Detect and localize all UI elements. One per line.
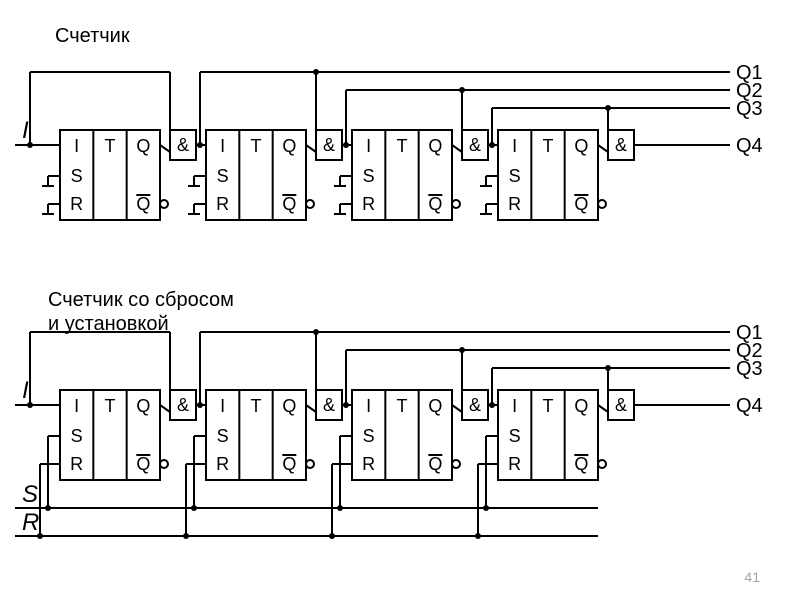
- svg-text:&: &: [615, 135, 627, 155]
- svg-text:Q: Q: [282, 396, 296, 416]
- svg-text:T: T: [105, 396, 116, 416]
- svg-text:T: T: [397, 396, 408, 416]
- svg-text:Q: Q: [282, 136, 296, 156]
- svg-text:R: R: [70, 194, 83, 214]
- svg-text:Q4: Q4: [736, 135, 763, 157]
- svg-text:&: &: [615, 395, 627, 415]
- svg-text:I: I: [220, 396, 225, 416]
- svg-text:Счетчик со сбросом: Счетчик со сбросом: [48, 289, 234, 311]
- svg-text:&: &: [323, 395, 335, 415]
- svg-text:R: R: [362, 194, 375, 214]
- svg-text:Q3: Q3: [736, 98, 763, 120]
- svg-text:R: R: [216, 454, 229, 474]
- svg-text:S: S: [71, 166, 83, 186]
- svg-text:Q: Q: [282, 194, 296, 214]
- svg-text:R: R: [216, 194, 229, 214]
- svg-text:S: S: [217, 426, 229, 446]
- svg-text:S: S: [363, 166, 375, 186]
- svg-text:Q: Q: [574, 396, 588, 416]
- svg-text:Q: Q: [574, 136, 588, 156]
- svg-text:Q: Q: [136, 136, 150, 156]
- svg-text:S: S: [22, 481, 38, 508]
- svg-text:T: T: [251, 396, 262, 416]
- svg-text:I: I: [74, 396, 79, 416]
- svg-text:Q: Q: [428, 454, 442, 474]
- svg-text:I: I: [366, 136, 371, 156]
- svg-text:Q: Q: [136, 396, 150, 416]
- svg-text:S: S: [509, 166, 521, 186]
- svg-text:41: 41: [744, 569, 760, 585]
- svg-text:R: R: [508, 194, 521, 214]
- svg-text:Q: Q: [136, 194, 150, 214]
- svg-text:T: T: [105, 136, 116, 156]
- svg-text:I: I: [512, 136, 517, 156]
- svg-text:&: &: [177, 395, 189, 415]
- svg-text:&: &: [469, 395, 481, 415]
- svg-text:Q: Q: [574, 194, 588, 214]
- svg-text:R: R: [70, 454, 83, 474]
- svg-text:T: T: [397, 136, 408, 156]
- svg-text:T: T: [251, 136, 262, 156]
- svg-text:I: I: [512, 396, 517, 416]
- svg-text:Q: Q: [428, 136, 442, 156]
- svg-text:&: &: [323, 135, 335, 155]
- svg-text:I: I: [22, 377, 29, 404]
- svg-text:T: T: [543, 136, 554, 156]
- svg-text:S: S: [71, 426, 83, 446]
- svg-text:I: I: [366, 396, 371, 416]
- svg-text:S: S: [363, 426, 375, 446]
- svg-text:Q3: Q3: [736, 358, 763, 380]
- svg-text:&: &: [469, 135, 481, 155]
- svg-text:Q: Q: [136, 454, 150, 474]
- svg-text:S: S: [217, 166, 229, 186]
- svg-text:T: T: [543, 396, 554, 416]
- svg-text:R: R: [22, 509, 39, 536]
- svg-text:Q: Q: [282, 454, 296, 474]
- svg-text:I: I: [22, 117, 29, 144]
- svg-text:Q: Q: [428, 396, 442, 416]
- svg-text:R: R: [508, 454, 521, 474]
- svg-text:Q: Q: [574, 454, 588, 474]
- svg-text:I: I: [74, 136, 79, 156]
- svg-text:&: &: [177, 135, 189, 155]
- svg-text:Q4: Q4: [736, 395, 763, 417]
- svg-text:I: I: [220, 136, 225, 156]
- svg-text:Q: Q: [428, 194, 442, 214]
- svg-text:Счетчик: Счетчик: [55, 25, 130, 47]
- svg-text:S: S: [509, 426, 521, 446]
- svg-text:R: R: [362, 454, 375, 474]
